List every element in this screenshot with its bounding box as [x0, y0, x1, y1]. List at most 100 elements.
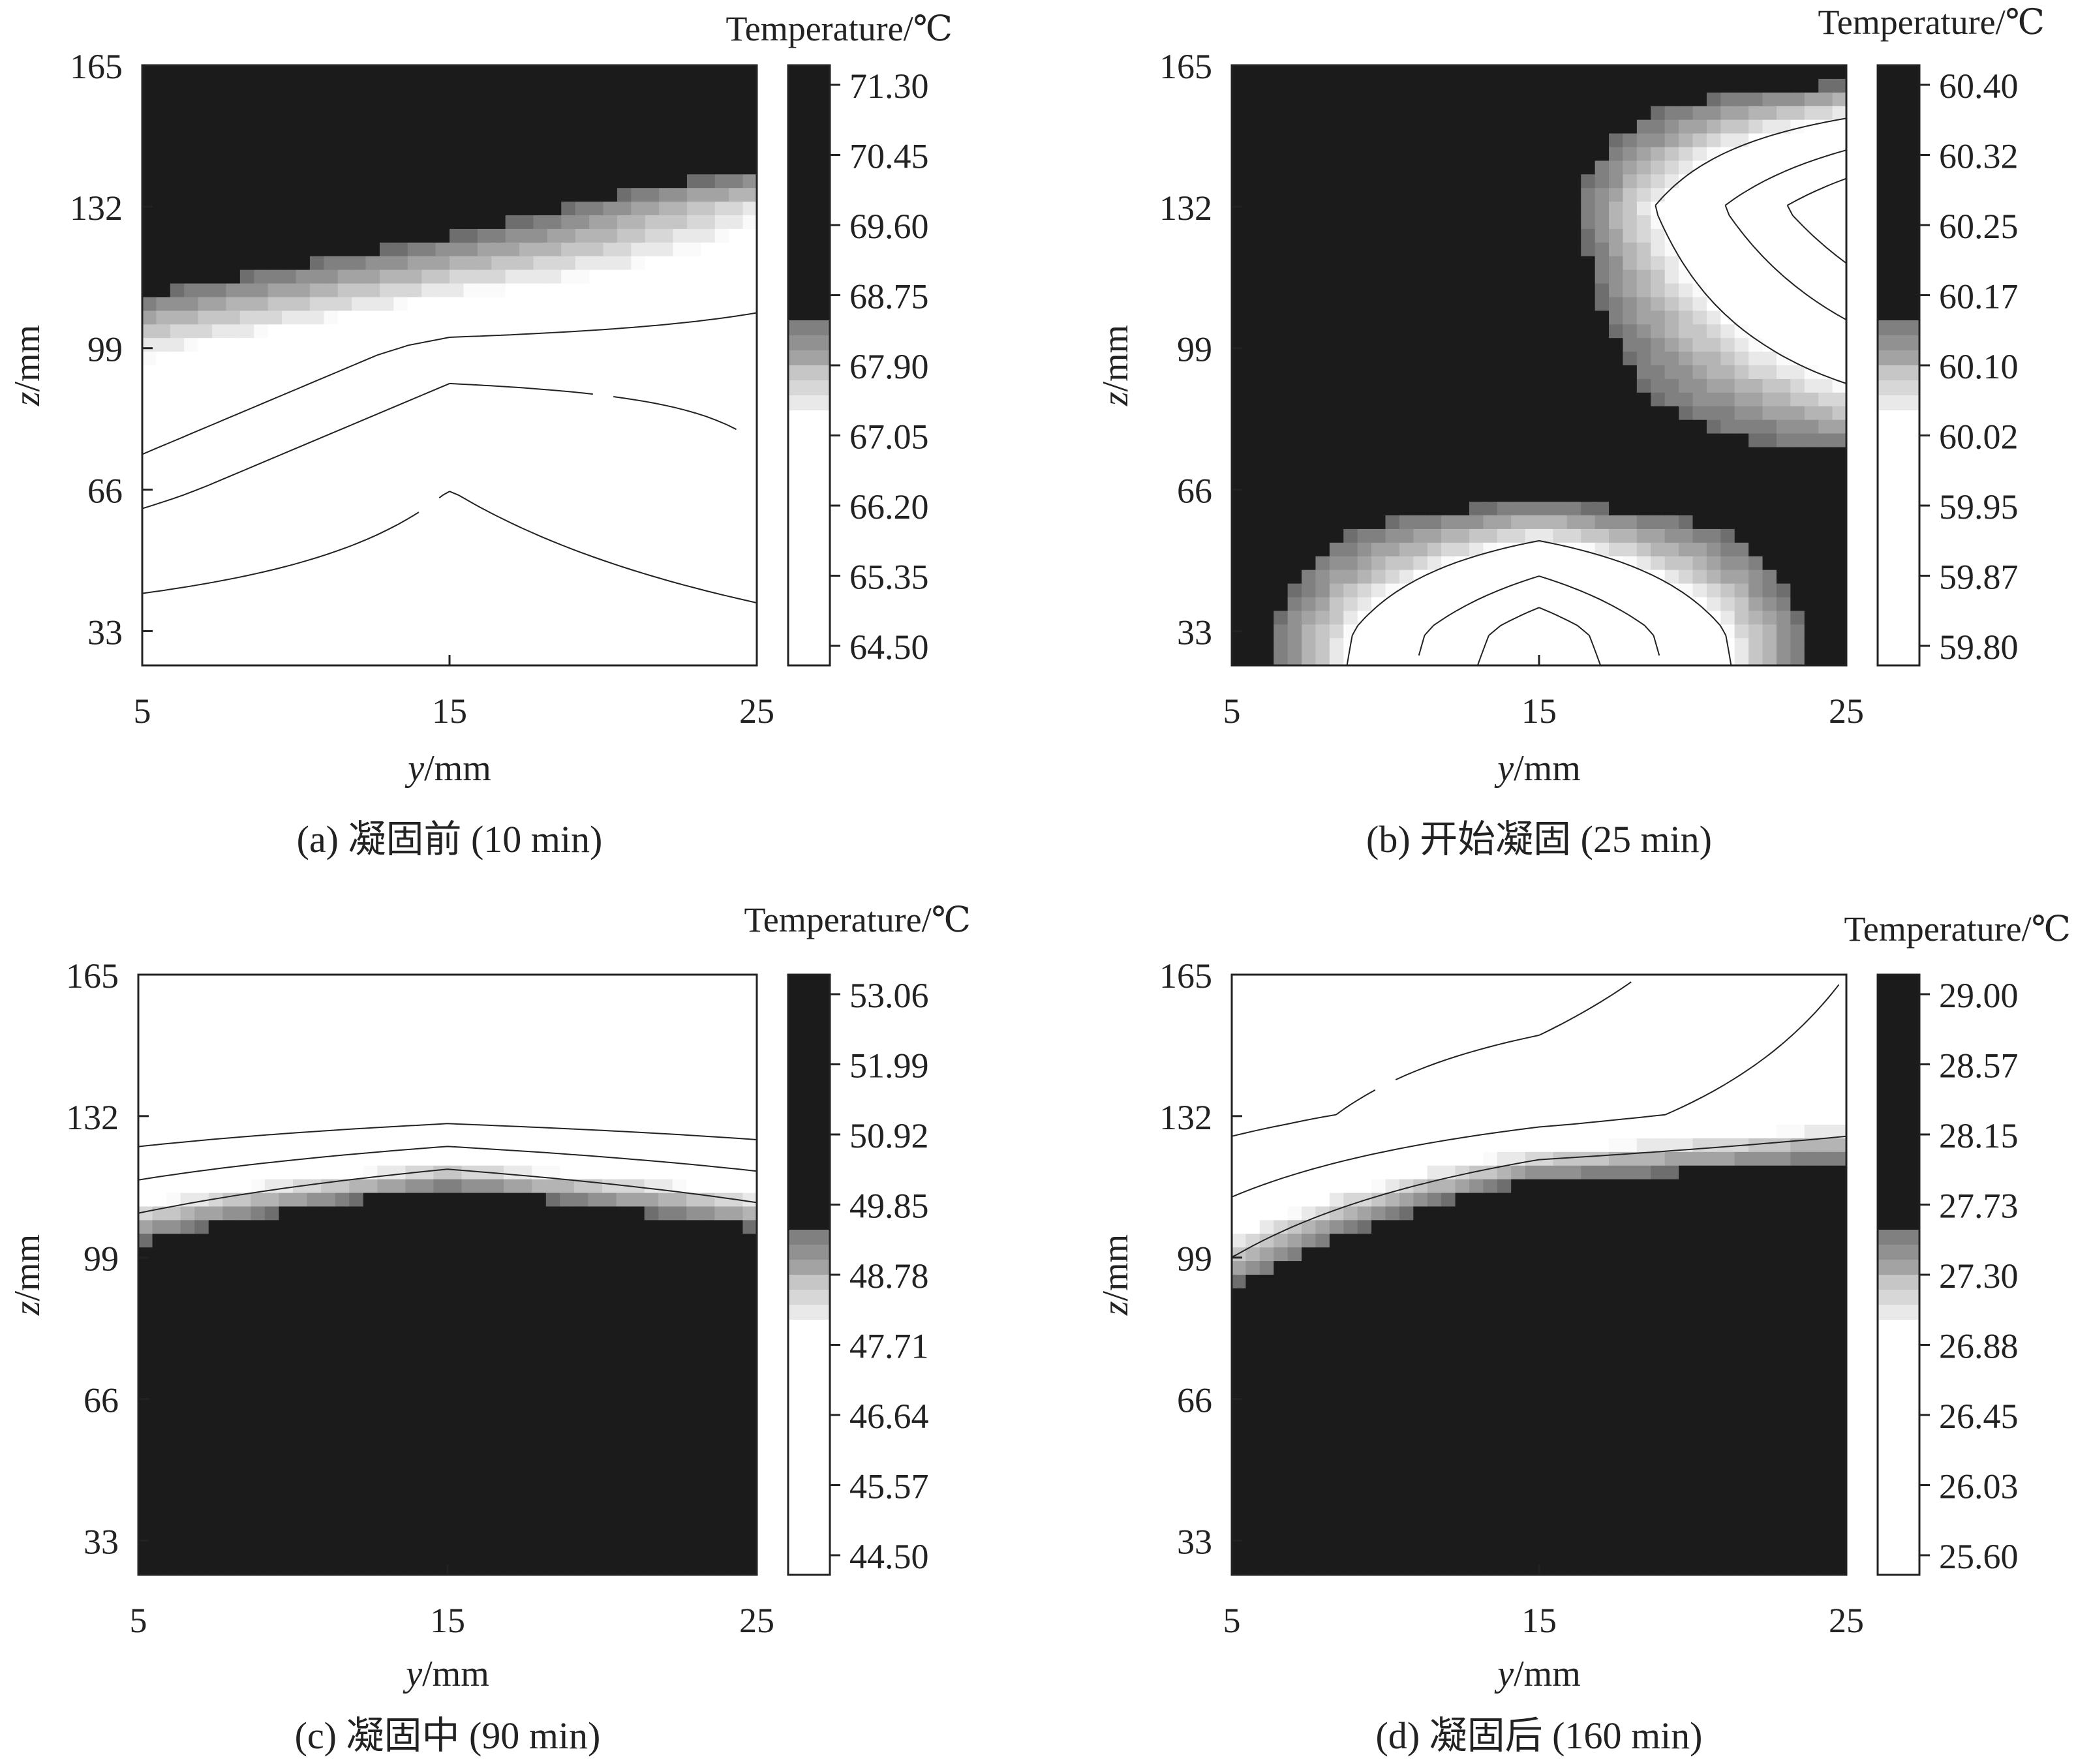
heat-cell [307, 1029, 322, 1044]
heat-cell [1427, 92, 1442, 107]
heat-cell [1566, 119, 1582, 134]
y-axis-label-panel-b: z/mm [1095, 325, 1136, 406]
heat-cell [335, 1288, 350, 1303]
heat-cell [1469, 174, 1484, 189]
heat-cell [686, 433, 702, 448]
heat-cell [1539, 392, 1554, 407]
heat-cell [337, 583, 352, 598]
heat-cell [208, 1288, 224, 1303]
heat-cell [450, 269, 465, 284]
heat-cell [673, 65, 688, 80]
heat-cell [1581, 65, 1596, 80]
heat-cell [282, 352, 297, 366]
heat-cell [1525, 515, 1540, 530]
heat-cell [1525, 352, 1540, 366]
heat-cell [463, 365, 478, 380]
heat-cell [138, 1193, 153, 1208]
heat-cell [1762, 515, 1777, 530]
heat-cell [321, 1056, 336, 1071]
heat-cell [309, 297, 325, 312]
heat-cell [236, 1561, 252, 1575]
heat-cell [645, 419, 660, 434]
heat-cell [184, 65, 199, 80]
heat-cell [1413, 352, 1428, 366]
heat-cell [1357, 256, 1372, 271]
heat-cell [194, 1070, 209, 1085]
heat-cell [1818, 406, 1833, 421]
heat-cell [561, 515, 576, 530]
heat-cell [631, 65, 646, 80]
heat-cell [1664, 488, 1679, 502]
heat-cell [1315, 378, 1330, 393]
heat-cell [138, 1111, 153, 1125]
heat-cell [701, 106, 716, 121]
heat-cell [138, 1370, 153, 1385]
heat-cell [1581, 433, 1596, 448]
heat-cell [198, 242, 213, 257]
heat-cell [659, 447, 674, 462]
heat-cell [379, 65, 395, 80]
heat-cell [1232, 542, 1247, 557]
heat-cell [1762, 461, 1777, 476]
heat-cell [1581, 269, 1596, 284]
heat-cell [1259, 65, 1275, 80]
heat-cell [267, 228, 282, 243]
heat-cell [673, 461, 688, 476]
heat-cell [166, 1070, 181, 1085]
heat-cell [1302, 106, 1317, 121]
heat-cell [282, 297, 297, 312]
heat-cell [1818, 256, 1833, 271]
heat-cell [377, 1206, 392, 1221]
heat-cell [208, 1397, 224, 1412]
heat-cell [365, 583, 380, 598]
heat-cell [198, 378, 213, 393]
heat-cell [1804, 378, 1819, 393]
heat-cell [1636, 65, 1652, 80]
heat-cell [1748, 215, 1763, 230]
heat-cell [349, 1534, 364, 1548]
heat-cell [391, 1070, 406, 1085]
heat-cell [194, 1056, 209, 1071]
heat-cell [1595, 228, 1610, 243]
heat-cell [365, 78, 380, 93]
heat-cell [589, 392, 604, 407]
heat-cell [659, 215, 674, 230]
heat-cell [1762, 283, 1777, 298]
heat-cell [391, 1042, 406, 1057]
heat-cell [194, 1384, 209, 1398]
heat-cell [631, 392, 646, 407]
heat-cell [463, 542, 478, 557]
heat-cell [477, 106, 493, 121]
heat-cell [152, 1070, 167, 1085]
heat-cell [1623, 188, 1638, 202]
heat-cell [617, 338, 632, 352]
heat-cell [701, 297, 716, 312]
heat-cell [463, 160, 478, 175]
heat-cell [547, 406, 562, 421]
heat-cell [1329, 447, 1345, 462]
heat-cell [714, 202, 729, 216]
heat-cell [659, 542, 674, 557]
heat-cell [1371, 583, 1386, 598]
heat-cell [533, 160, 548, 175]
heat-cell [1427, 570, 1442, 585]
heat-cell [251, 1275, 266, 1289]
heat-cell [589, 283, 604, 298]
heat-cell [1818, 352, 1833, 366]
heat-cell [180, 975, 195, 989]
heat-cell [293, 1220, 308, 1235]
heat-cell [363, 1056, 378, 1071]
heat-cell [1483, 202, 1498, 216]
heat-cell [421, 542, 436, 557]
heat-cell [279, 1220, 294, 1235]
heat-cell [239, 352, 255, 366]
heat-cell [1636, 174, 1652, 189]
heat-cell [279, 1384, 294, 1398]
heat-cell [324, 406, 339, 421]
heat-cell [1595, 256, 1610, 271]
heat-cell [1776, 78, 1792, 93]
heat-cell [547, 174, 562, 189]
heat-cell [645, 461, 660, 476]
heat-cell [1274, 365, 1289, 380]
heat-cell [1609, 228, 1624, 243]
